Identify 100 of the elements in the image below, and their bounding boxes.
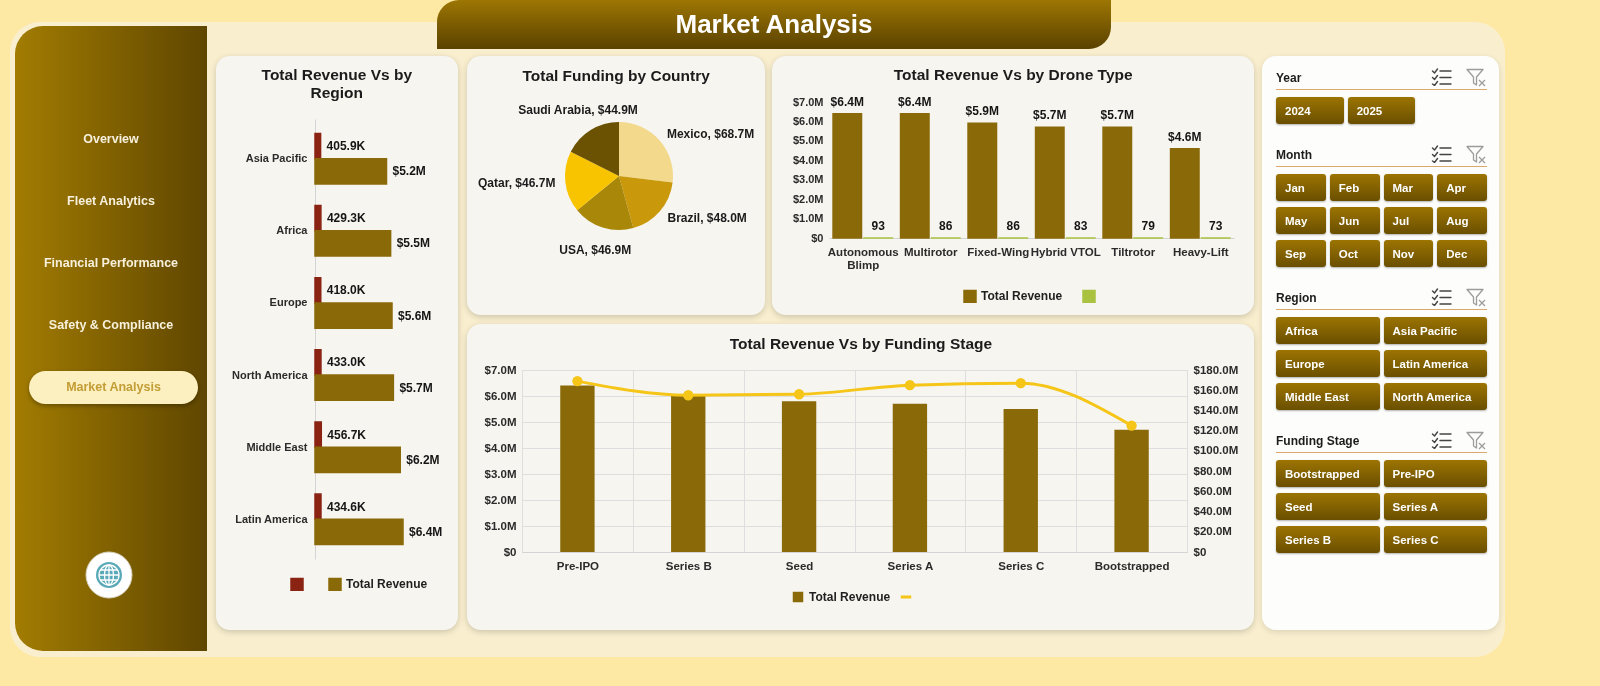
bar (1034, 126, 1065, 239)
y2-tick-label: $20.0M (1193, 525, 1232, 538)
data-label: 434.6K (326, 499, 367, 514)
bar (1102, 126, 1133, 239)
bar (1003, 409, 1038, 552)
data-label: 429.3K (326, 211, 366, 226)
y-tick-label: $1.0M (484, 519, 516, 532)
y2-tick-label: $0 (1193, 545, 1206, 558)
category-label: Jul (1383, 207, 1434, 234)
chart-title: Total Revenue Vs by Funding Stage (729, 334, 992, 352)
category-label: Aug (1437, 207, 1487, 234)
x-tick-label: Pre-IPO (556, 559, 599, 572)
y-tick-label: $4.0M (484, 441, 516, 454)
category-label: Jan (1276, 174, 1326, 201)
bar (892, 403, 927, 552)
text: Market Analysis (675, 9, 873, 40)
legend-label: Total Revenue (981, 289, 1063, 304)
y-tick-label: North America (232, 368, 309, 381)
bar (899, 112, 930, 239)
x-tick-label: Heavy-Lift (1172, 245, 1229, 258)
y-tick-label: $2.0M (792, 192, 824, 205)
y-tick-label: $2.0M (484, 493, 516, 506)
y-tick-label: $1.0M (792, 212, 824, 225)
chart-title: Total Funding by Country (521, 66, 710, 84)
bar (1169, 147, 1200, 239)
category-label: Financial Performance (43, 256, 179, 270)
data-label: $6.2M (406, 452, 440, 467)
y-tick-label: $7.0M (484, 363, 516, 376)
y-tick-label: $5.0M (484, 415, 516, 428)
legend-label: Total Revenue (808, 590, 890, 604)
x-tick-label: Bootstrapped (1094, 559, 1169, 572)
category-label: Sep (1276, 240, 1326, 267)
data-label: $5.2M (392, 164, 426, 179)
data-label: 418.0K (326, 283, 366, 298)
bar (670, 396, 705, 552)
x-tick-label: Series C (997, 559, 1044, 572)
data-label: 86 (939, 219, 953, 233)
data-label: $5.7M (1100, 108, 1134, 123)
data-label: $5.6M (398, 308, 432, 323)
y-tick-label: Asia Pacific (245, 152, 308, 165)
category-label: Bootstrapped (1276, 460, 1380, 487)
y-tick-label: Europe (269, 296, 308, 309)
x-tick-label: Fixed-Wing (967, 245, 1030, 258)
data-label: $6.4M (898, 94, 932, 109)
bar (832, 112, 863, 239)
category-label: Africa (1276, 317, 1380, 344)
category-label: Jun (1329, 207, 1380, 234)
category-label: Asia Pacific (1383, 317, 1487, 344)
category-label: Fleet Analytics (67, 194, 155, 208)
data-label: $5.7M (399, 380, 433, 395)
bar (314, 421, 323, 448)
x-tick-label: Seed (785, 559, 813, 572)
bar (314, 157, 388, 185)
bar (967, 122, 998, 239)
x-tick-label: Autonomous Blimp (827, 245, 899, 271)
bar (314, 230, 392, 257)
y2-tick-label: $80.0M (1193, 464, 1232, 477)
legend-label: Total Revenue (346, 577, 428, 592)
category-label: Series B (1276, 526, 1380, 553)
category-label: Dec (1437, 240, 1487, 267)
slice-label: Saudi Arabia, $44.9M (517, 102, 638, 117)
category-label: Oct (1329, 240, 1380, 267)
data-label: 79 (1141, 219, 1156, 233)
slice-label: Brazil, $48.0M (666, 210, 747, 225)
category-label: Nov (1383, 240, 1434, 267)
bar (1113, 429, 1149, 552)
data-label: $5.7M (1033, 108, 1067, 123)
x-tick-label: Series A (887, 559, 933, 572)
data-label: 93 (871, 219, 886, 233)
pie-slice (570, 122, 619, 176)
data-label: 86 (1006, 219, 1021, 233)
y-tick-label: $5.0M (792, 134, 824, 147)
bar (314, 204, 322, 232)
data-label: 405.9K (326, 139, 366, 154)
bar (314, 302, 393, 329)
y-tick-label: $6.0M (792, 114, 824, 127)
y-tick-label: $3.0M (792, 173, 824, 186)
text: Month (1276, 148, 1312, 162)
y-tick-label: $7.0M (792, 95, 824, 108)
bar (314, 349, 322, 376)
y2-tick-label: $100.0M (1193, 444, 1238, 457)
data-label: 456.7K (327, 427, 367, 442)
category-label: 2024 (1276, 97, 1344, 124)
data-label: $4.6M (1168, 129, 1202, 144)
category-label: Middle East (1276, 383, 1380, 410)
category-label: Market Analysis (66, 380, 161, 394)
point (682, 390, 693, 401)
bar (314, 374, 395, 402)
data-label: 73 (1209, 219, 1223, 233)
category-label: Pre-IPO (1383, 460, 1487, 487)
bar (559, 385, 595, 552)
category-label: Feb (1329, 174, 1380, 201)
y-tick-label: Latin America (235, 512, 309, 525)
y-tick-label: Africa (276, 224, 309, 237)
y-tick-label: $4.0M (792, 153, 824, 166)
pie-slice (576, 176, 633, 230)
data-label: $5.9M (965, 104, 999, 119)
point (793, 389, 804, 400)
y2-tick-label: $140.0M (1193, 403, 1238, 416)
data-label: $6.4M (830, 94, 864, 109)
